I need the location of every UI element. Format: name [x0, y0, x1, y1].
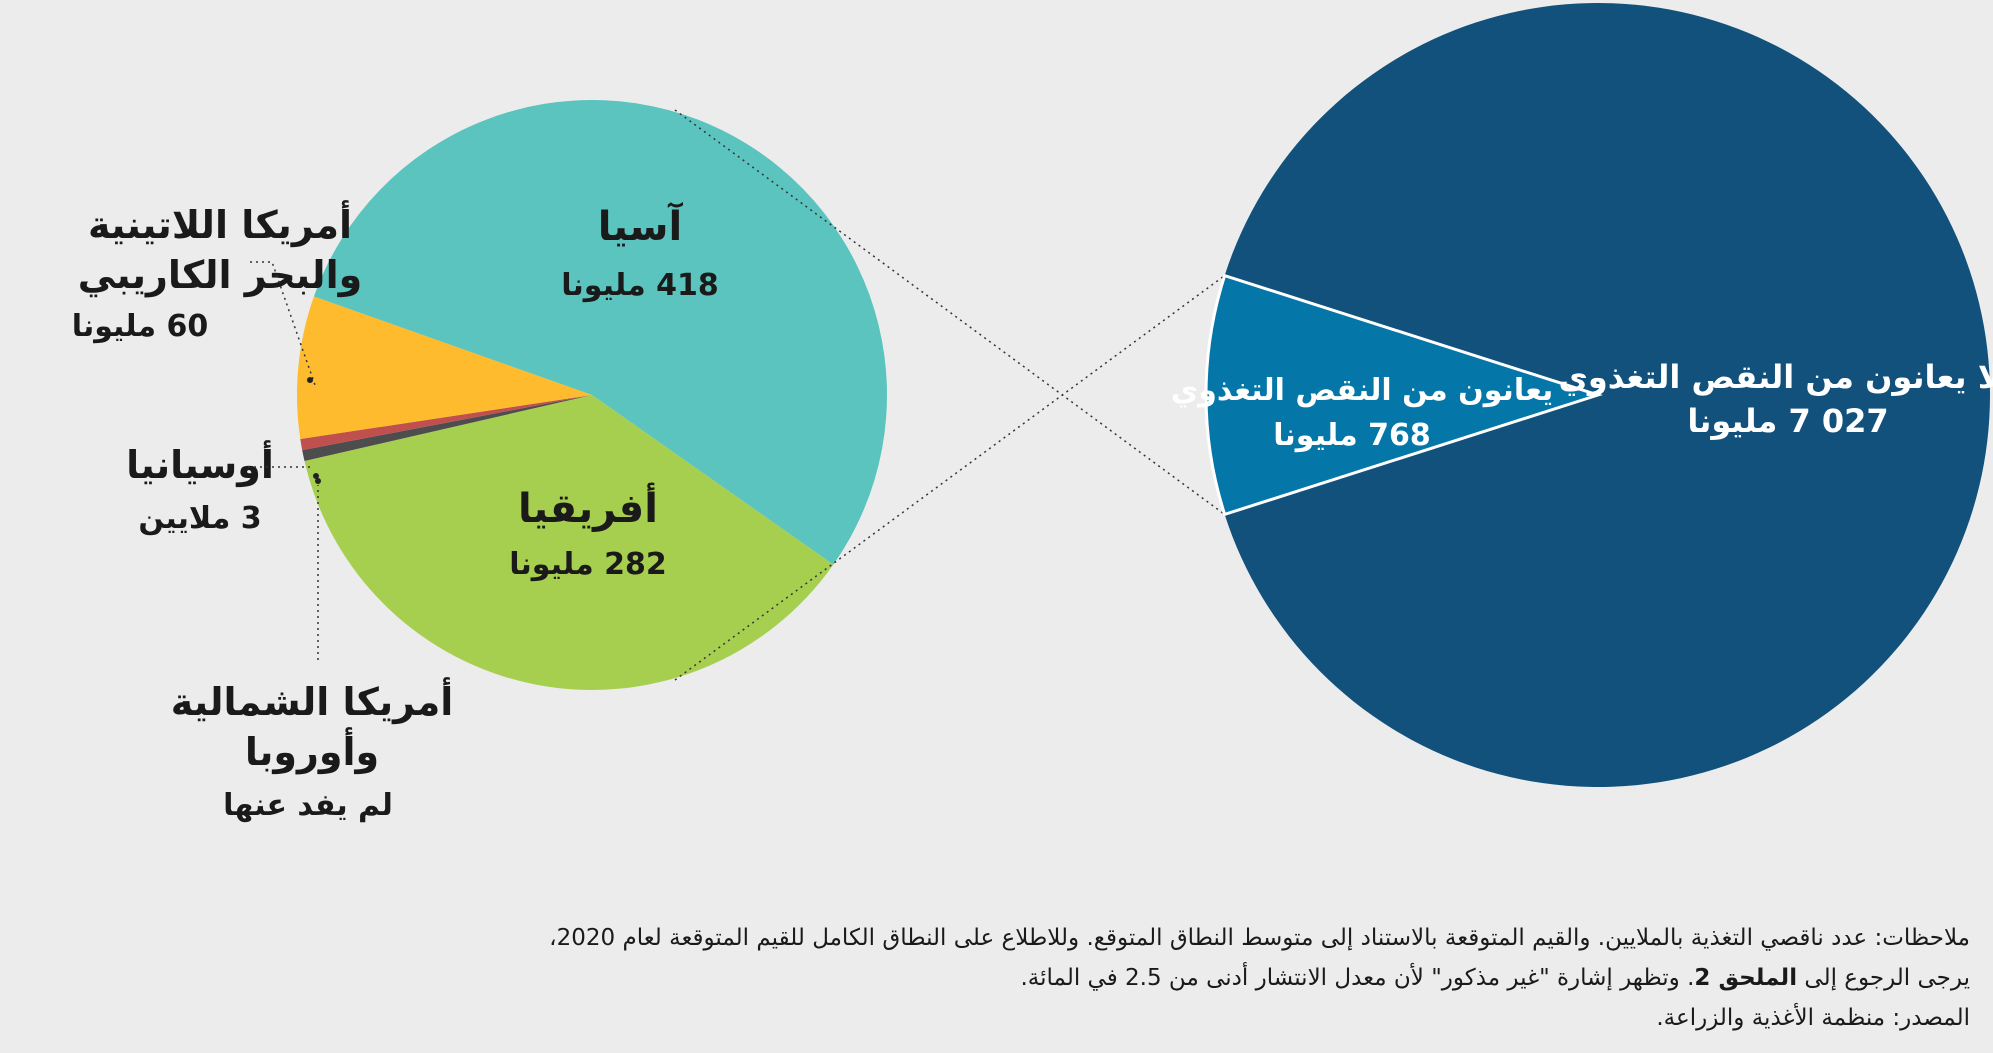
undernourished-label: يعانون من النقص التغذوي — [1171, 373, 1554, 408]
oceania-label: أوسيانيا — [126, 440, 274, 488]
annex-reference: الملحق 2 — [1694, 965, 1798, 991]
global-pie-chart — [1204, 3, 1991, 788]
regional-pie-chart — [297, 99, 888, 690]
chart-notes: ملاحظات: عدد ناقصي التغذية بالملايين. وا… — [0, 918, 1970, 1038]
undernourished-value-label: 768 مليونا — [1273, 418, 1430, 453]
africa-value-label: 282 مليونا — [509, 547, 666, 582]
notes-line-2: يرجى الرجوع إلى الملحق 2. وتظهر إشارة "غ… — [0, 958, 1971, 998]
pie-slice-آسيا — [313, 99, 888, 565]
asia-value-label: 418 مليونا — [561, 268, 718, 303]
na-europe-leader-dot — [315, 478, 321, 484]
notes-line-2-post: . وتظهر إشارة "غير مذكور" لأن معدل الانت… — [1020, 965, 1695, 991]
pie-slice-أوسيانيا — [300, 395, 592, 451]
pie-slice-أمريكا-اللاتينية-والبحر-الكاريبي — [297, 296, 592, 439]
global-pie-labels: لا يعانون من النقص التغذوي 027 7 مليونا يع… — [1171, 358, 1993, 453]
source-note: المصدر: منظمة الأغذية والزراعة. — [1656, 1005, 1970, 1031]
not-undernourished-label: لا يعانون من النقص التغذوي — [1558, 358, 1993, 396]
asia-label: آسيا — [598, 201, 684, 250]
not-undernourished-value-label: 027 7 مليونا — [1687, 402, 1888, 440]
pie-slice-أمريكا-الشمالية-وأوروبا — [302, 395, 592, 462]
regional-pie-labels: آسيا 418 مليونا أفريقيا 282 مليونا أمريكا ال… — [72, 200, 719, 823]
na-europe-label-line-1: أمريكا الشمالية — [171, 677, 454, 724]
notes-line-2-pre: يرجى الرجوع إلى — [1797, 965, 1970, 991]
lac-label-line-1: أمريكا اللاتينية — [88, 200, 352, 247]
lac-leader-line — [250, 261, 316, 386]
na-europe-label-line-2: وأوروبا — [245, 727, 379, 775]
africa-label: أفريقيا — [518, 482, 658, 532]
na-europe-value-label: لم يفد عنها — [223, 788, 393, 823]
pie-slice-لا-يعانون-من-النقص-التغذوي — [1224, 3, 1991, 788]
lac-value-label: 60 مليونا — [72, 309, 209, 344]
lac-leader-dot — [307, 377, 313, 383]
oceania-leader-dot — [313, 473, 319, 479]
pie-slice-أفريقيا — [304, 395, 834, 690]
lac-label-line-2: والبحر الكاريبي — [78, 253, 362, 298]
notes-line-1: ملاحظات: عدد ناقصي التغذية بالملايين. وا… — [549, 925, 1970, 951]
pie-slice-يعانون-من-النقص-التغذوي — [1204, 273, 1603, 517]
oceania-value-label: 3 ملايين — [138, 501, 261, 536]
